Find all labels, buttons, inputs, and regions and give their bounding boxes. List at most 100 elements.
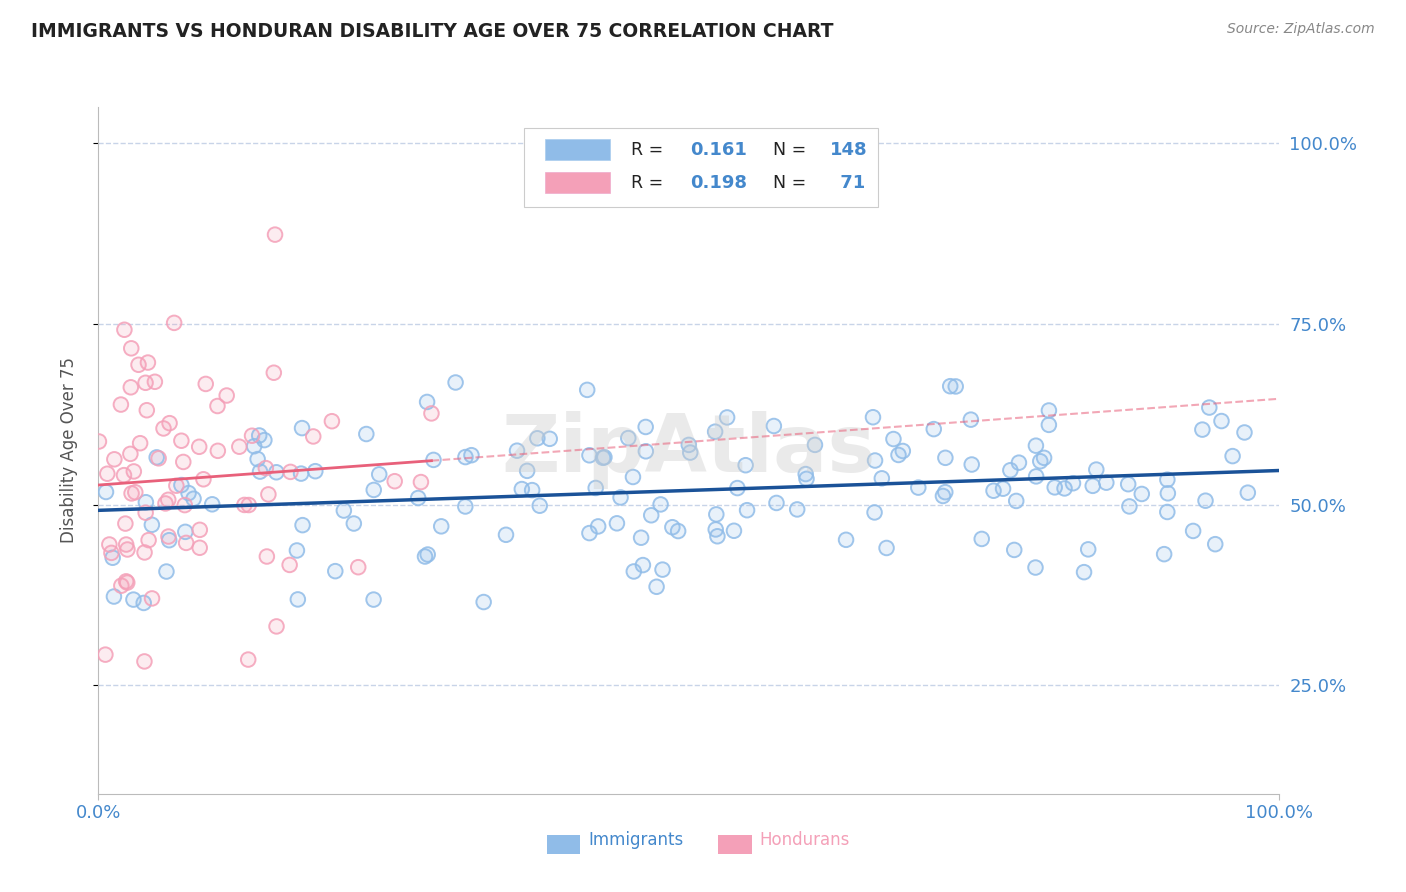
Point [323,564,346,578]
Point [640,508,662,523]
Point [1077,542,1099,557]
Point [460,448,482,462]
Bar [546,139,610,160]
Point [233,498,256,512]
Point [249,465,271,479]
Point [263,366,285,380]
Point [87,434,110,449]
Point [444,376,467,390]
Point [734,458,756,473]
Point [578,526,600,541]
Point [939,379,962,393]
Point [238,498,260,512]
Point [347,560,370,574]
Point [907,481,929,495]
Point [1053,482,1076,496]
Point [159,416,181,430]
Point [863,505,886,519]
Point [1077,542,1099,557]
Point [623,565,645,579]
Point [891,444,914,458]
Point [762,419,785,434]
Point [96,467,118,481]
Point [264,227,287,242]
Point [135,403,157,417]
Point [110,579,132,593]
Point [304,464,326,478]
Point [666,524,689,538]
Point [170,478,193,492]
Point [1085,462,1108,476]
Point [510,482,533,496]
Point [263,366,285,380]
Point [135,403,157,417]
Point [94,485,117,500]
Point [506,443,529,458]
Point [1153,547,1175,561]
Point [240,428,263,442]
Point [155,496,177,510]
Point [135,376,157,390]
Point [120,341,142,355]
Point [704,425,727,439]
Point [991,482,1014,496]
Point [266,619,288,633]
Point [1025,469,1047,483]
Point [129,436,152,450]
Point [157,492,180,507]
Point [174,524,197,539]
Point [617,431,640,445]
Point [661,520,683,534]
Point [529,499,551,513]
Point [238,652,260,666]
Point [124,485,146,500]
Point [970,532,993,546]
Point [1233,425,1256,440]
Point [1194,493,1216,508]
Point [835,533,858,547]
Bar [718,835,752,855]
Point [148,451,170,466]
Point [1236,485,1258,500]
Point [135,376,157,390]
Point [585,481,607,495]
Point [734,458,756,473]
Point [863,505,886,519]
Point [1153,547,1175,561]
Text: Source: ZipAtlas.com: Source: ZipAtlas.com [1227,22,1375,37]
Point [621,470,644,484]
Point [302,429,325,443]
Point [1008,456,1031,470]
Point [112,323,135,337]
Point [94,648,117,662]
Point [406,491,429,505]
Point [188,440,211,454]
Point [356,427,378,442]
Point [143,375,166,389]
Point [384,474,406,488]
Point [207,443,229,458]
Point [228,440,250,454]
Point [934,485,956,500]
Point [939,379,962,393]
Point [112,323,135,337]
Point [735,503,758,517]
Point [454,450,477,464]
Point [983,483,1005,498]
Point [343,516,366,531]
Point [422,453,444,467]
Point [1156,505,1178,519]
Point [1211,414,1233,428]
Point [363,483,385,497]
Point [704,508,727,522]
Point [201,497,224,511]
Point [193,472,215,486]
Point [228,440,250,454]
Point [585,481,607,495]
Point [215,388,238,402]
Point [152,421,174,435]
Point [278,558,301,572]
Point [384,474,406,488]
Point [238,652,260,666]
Point [1085,462,1108,476]
